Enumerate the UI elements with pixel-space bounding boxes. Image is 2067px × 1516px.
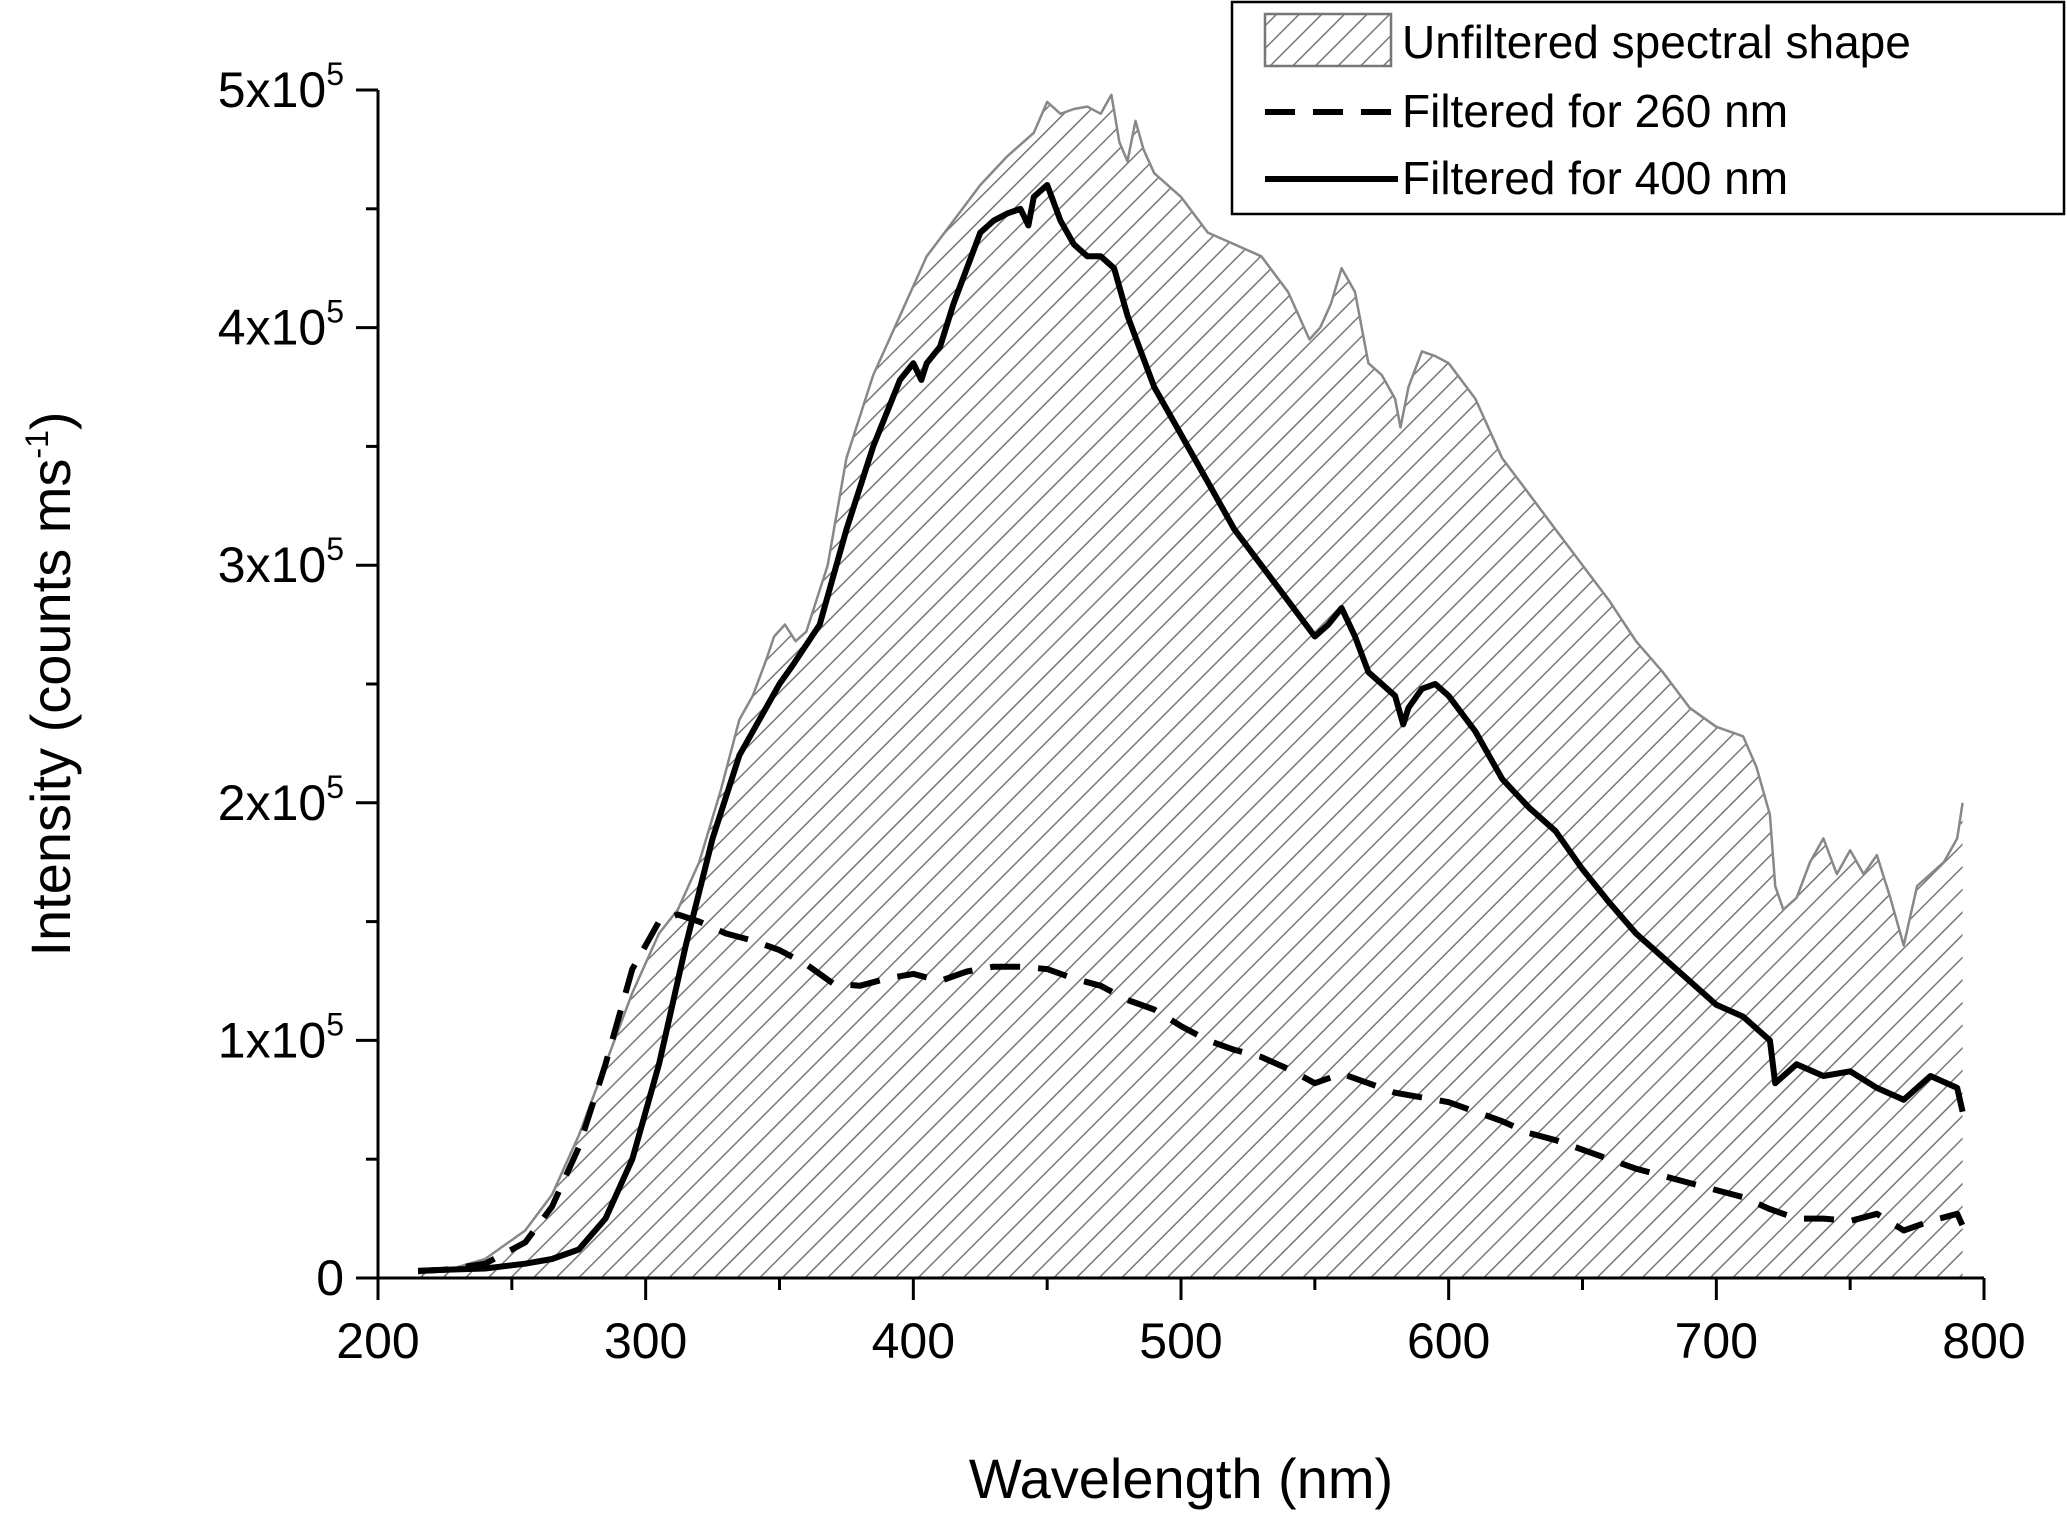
y-tick-exponent: 5 [326, 56, 344, 92]
y-tick-exponent: 5 [326, 769, 344, 805]
legend: Unfiltered spectral shape Filtered for 2… [1230, 0, 2066, 216]
legend-label-400: Filtered for 400 nm [1402, 152, 1788, 204]
y-tick-label: 4x105 [218, 294, 344, 356]
y-axis-title-superscript: -1 [19, 430, 55, 458]
y-tick-label: 1x105 [218, 1006, 344, 1068]
y-tick-exponent: 5 [326, 531, 344, 567]
y-axis-title-close: ) [19, 411, 82, 430]
ticks: 200 300 400 500 600 700 80001x1052x1053x1054x1… [218, 56, 2026, 1369]
x-tick-label: 300 [604, 1313, 687, 1369]
y-tick-mantissa: 3x10 [218, 537, 326, 593]
y-tick-mantissa: 5x10 [218, 62, 326, 118]
x-tick-label: 600 [1407, 1313, 1490, 1369]
y-tick-mantissa: 2x10 [218, 775, 326, 831]
y-axis-title: Intensity (counts ms-1) [19, 411, 82, 956]
y-tick-label: 5x105 [218, 56, 344, 118]
y-tick-label: 0 [316, 1250, 344, 1306]
plot-area [417, 93, 1966, 1278]
y-tick-exponent: 5 [326, 1006, 344, 1042]
legend-label-260: Filtered for 260 nm [1402, 85, 1788, 137]
x-tick-label: 200 [336, 1313, 419, 1369]
y-tick-mantissa: 1x10 [218, 1012, 326, 1068]
y-tick-mantissa: 4x10 [218, 300, 326, 356]
x-axis-title: Wavelength (nm) [969, 1447, 1393, 1510]
series-area-unfiltered [418, 94, 1963, 1278]
legend-label-unfiltered: Unfiltered spectral shape [1402, 16, 1911, 68]
y-tick-label: 3x105 [218, 531, 344, 593]
legend-swatch-unfiltered [1263, 12, 1393, 68]
x-tick-label: 800 [1942, 1313, 2025, 1369]
x-tick-label: 400 [872, 1313, 955, 1369]
x-tick-label: 500 [1139, 1313, 1222, 1369]
y-axis-title-main: Intensity (counts ms [19, 459, 82, 957]
series-outline-unfiltered [417, 93, 1964, 1275]
y-tick-exponent: 5 [326, 294, 344, 330]
series-line-filtered-400 [417, 182, 1966, 1274]
x-tick-label: 700 [1675, 1313, 1758, 1369]
y-tick-label: 2x105 [218, 769, 344, 831]
